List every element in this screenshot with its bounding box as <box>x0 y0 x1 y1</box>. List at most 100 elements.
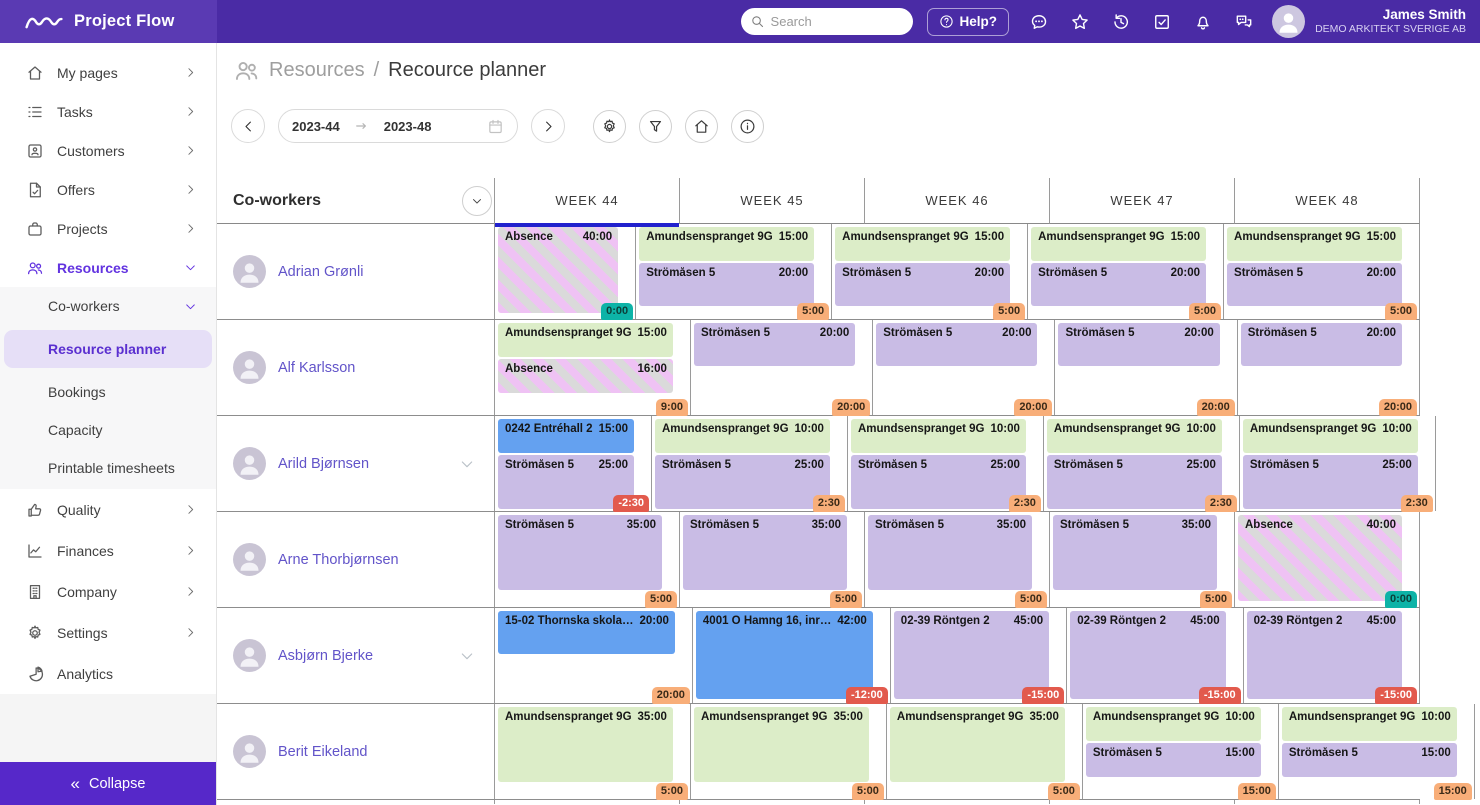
notifications-bell-icon[interactable] <box>1193 12 1213 32</box>
booking-block[interactable]: Absence 40:00 <box>498 227 619 313</box>
planner-week-cell[interactable]: 02-39 Röntgen 2 45:00 -15:00 <box>889 608 1066 704</box>
booking-block[interactable]: Strömåsen 5 25:00 <box>1242 455 1418 509</box>
planner-week-cell[interactable]: Absence 40:00 0:00 <box>1234 512 1420 608</box>
booking-block[interactable]: Strömåsen 5 35:00 <box>683 515 847 590</box>
booking-block[interactable]: 0242 Entréhall 2 15:00 <box>498 419 634 453</box>
sidebar-item-resource-planner[interactable]: Resource planner <box>4 330 212 368</box>
planner-week-cell[interactable]: Amundsenspranget 9G 35:00 5:00 <box>494 704 690 800</box>
booking-block[interactable]: Amundsenspranget 9G 10:00 <box>1085 707 1261 741</box>
booking-block[interactable]: Amundsenspranget 9G 35:00 <box>889 707 1065 782</box>
planner-week-cell[interactable]: Amundsenspranget 9G 10:00 Strömåsen 5 25:00… <box>651 416 847 512</box>
sidebar-item-printable-timesheets[interactable]: Printable timesheets <box>0 449 216 487</box>
planner-week-cell[interactable]: Amundsenspranget 9G 15:00 Strömåsen 5 20:00… <box>635 224 831 320</box>
planner-week-cell[interactable]: 02-39 Röntgen 2 45:00 -15:00 <box>1066 608 1242 704</box>
user-avatar[interactable] <box>1272 5 1306 38</box>
booking-block[interactable]: Amundsenspranget 9G 35:00 <box>498 707 673 782</box>
coworker-name-link[interactable]: Adrian Grønli <box>278 263 364 280</box>
sidebar-item-projects[interactable]: Projects <box>0 209 216 248</box>
coworker-name-link[interactable]: Arild Bjørnsen <box>278 455 370 472</box>
booking-block[interactable]: Amundsenspranget 9G 15:00 <box>1227 227 1402 261</box>
help-button[interactable]: Help? <box>926 7 1010 36</box>
app-logo[interactable]: Project Flow <box>0 0 217 43</box>
coworker-name-link[interactable]: Alf Karlsson <box>278 359 356 376</box>
booking-block[interactable]: Absence 40:00 <box>1238 515 1402 601</box>
coworker-name-link[interactable]: Arne Thorbjørnsen <box>278 551 399 568</box>
sidebar-item-company[interactable]: Company <box>0 571 216 612</box>
week-from-value[interactable]: 2023-44 <box>292 118 340 134</box>
planner-week-cell[interactable]: Strömåsen 5 20:00 20:00 <box>689 320 872 416</box>
favorites-star-icon[interactable] <box>1070 12 1090 32</box>
booking-block[interactable]: Strömåsen 5 35:00 <box>498 515 662 590</box>
sidebar-item-offers[interactable]: Offers <box>0 170 216 209</box>
sidebar-item-quality[interactable]: Quality <box>0 489 216 530</box>
planner-week-cell[interactable]: Amundsenspranget 9G 15:00 Strömåsen 5 20:00… <box>1223 224 1420 320</box>
week-range-picker[interactable]: 2023-44 2023-48 <box>278 109 518 143</box>
search-input[interactable] <box>740 8 913 35</box>
booking-block[interactable]: Amundsenspranget 9G 10:00 <box>1281 707 1457 741</box>
previous-week-button[interactable] <box>231 109 265 143</box>
booking-block[interactable]: Strömåsen 5 20:00 <box>1240 323 1403 366</box>
sidebar-item-co-workers[interactable]: Co-workers <box>0 287 216 325</box>
planner-week-cell[interactable]: Strömåsen 5 35:00 5:00 <box>679 512 864 608</box>
planner-week-cell[interactable]: Amundsenspranget 9G 10:00 Strömåsen 5 25:00… <box>1238 416 1436 512</box>
planner-week-cell[interactable]: Strömåsen 5 20:00 20:00 <box>872 320 1054 416</box>
booking-block[interactable]: Amundsenspranget 9G 15:00 <box>835 227 1011 261</box>
planner-week-cell[interactable]: Strömåsen 5 20:00 20:00 <box>1054 320 1236 416</box>
sidebar-collapse-button[interactable]: « Collapse <box>0 762 216 805</box>
sidebar-item-bookings[interactable]: Bookings <box>0 373 216 411</box>
booking-block[interactable]: Strömåsen 5 20:00 <box>1058 323 1220 366</box>
planner-week-cell[interactable]: Amundsenspranget 9G 15:00 Absence 16:00 9:00 <box>494 320 690 416</box>
booking-block[interactable]: Amundsenspranget 9G 35:00 <box>693 707 869 782</box>
sidebar-item-settings[interactable]: Settings <box>0 612 216 653</box>
sidebar-item-capacity[interactable]: Capacity <box>0 411 216 449</box>
planner-week-cell[interactable]: Amundsenspranget 9G 10:00 Strömåsen 5 15:00… <box>1277 704 1475 800</box>
planner-week-cell[interactable]: Amundsenspranget 9G 15:00 Strömåsen 5 20:00… <box>831 224 1027 320</box>
planner-week-cell[interactable]: Amundsenspranget 9G 35:00 5:00 <box>689 704 886 800</box>
breadcrumb-section[interactable]: Resources <box>269 59 365 81</box>
filter-button[interactable] <box>639 109 672 143</box>
planner-week-cell[interactable]: Strömåsen 5 35:00 5:00 <box>494 512 679 608</box>
planner-week-cell[interactable]: 0242 Entréhall 2 15:00 Strömåsen 5 25:00 -2:… <box>494 416 651 512</box>
booking-block[interactable]: Strömåsen 5 20:00 <box>1031 263 1207 306</box>
user-info[interactable]: James Smith DEMO ARKITEKT SVERIGE AB <box>1315 7 1466 37</box>
sidebar-item-finances[interactable]: Finances <box>0 530 216 571</box>
booking-block[interactable]: Strömåsen 5 20:00 <box>639 263 815 306</box>
messages-icon[interactable] <box>1234 12 1254 32</box>
planner-week-cell[interactable]: Amundsenspranget 9G 10:00 Strömåsen 5 25:00… <box>846 416 1043 512</box>
planner-week-cell[interactable]: 02-39 Röntgen 2 45:00 -15:00 <box>1242 608 1421 704</box>
booking-block[interactable]: Strömåsen 5 15:00 <box>1281 743 1457 777</box>
feedback-icon[interactable] <box>1029 12 1049 32</box>
booking-block[interactable]: Strömåsen 5 25:00 <box>655 455 830 509</box>
collapse-rows-button[interactable] <box>462 185 492 216</box>
history-icon[interactable] <box>1111 12 1131 32</box>
week-to-value[interactable]: 2023-48 <box>383 118 432 134</box>
planner-week-cell[interactable]: Amundsenspranget 9G 15:00 Strömåsen 5 20:00… <box>1027 224 1223 320</box>
booking-block[interactable]: 02-39 Röntgen 2 45:00 <box>893 611 1050 699</box>
planner-week-cell[interactable]: Amundsenspranget 9G 10:00 Strömåsen 5 15:00… <box>1081 704 1278 800</box>
coworker-name-link[interactable]: Berit Eikeland <box>278 743 368 760</box>
sidebar-item-my-pages[interactable]: My pages <box>0 53 216 92</box>
planner-week-cell[interactable]: Strömåsen 5 20:00 20:00 <box>1236 320 1421 416</box>
sidebar-item-analytics[interactable]: Analytics <box>0 653 216 694</box>
booking-block[interactable]: Strömåsen 5 20:00 <box>835 263 1011 306</box>
planner-week-cell[interactable]: Absence 40:00 0:00 <box>494 224 635 320</box>
booking-block[interactable]: Amundsenspranget 9G 15:00 <box>1031 227 1207 261</box>
planner-week-cell[interactable]: Strömåsen 5 35:00 5:00 <box>1049 512 1234 608</box>
planner-week-cell[interactable]: Amundsenspranget 9G 35:00 5:00 <box>885 704 1082 800</box>
coworker-name-link[interactable]: Asbjørn Bjerke <box>278 647 374 664</box>
booking-block[interactable]: Amundsenspranget 9G 10:00 <box>1242 419 1418 453</box>
next-week-button[interactable] <box>531 109 565 143</box>
chevron-down-icon[interactable] <box>459 648 475 664</box>
booking-block[interactable]: Amundsenspranget 9G 15:00 <box>498 323 673 357</box>
chevron-down-icon[interactable] <box>459 456 475 472</box>
booking-block[interactable]: Strömåsen 5 25:00 <box>850 455 1026 509</box>
booking-block[interactable]: Strömåsen 5 20:00 <box>876 323 1038 366</box>
sidebar-item-resources[interactable]: Resources <box>0 248 216 287</box>
booking-block[interactable]: Strömåsen 5 15:00 <box>1085 743 1261 777</box>
booking-block[interactable]: Strömåsen 5 25:00 <box>498 455 634 509</box>
planner-week-cell[interactable]: 4001 Ö Hamng 16, inr… 42:00 -12:00 <box>691 608 890 704</box>
planner-week-cell[interactable]: 15-02 Thornska skola… 20:00 20:00 <box>494 608 692 704</box>
booking-block[interactable]: Strömåsen 5 20:00 <box>693 323 856 366</box>
sidebar-item-tasks[interactable]: Tasks <box>0 92 216 131</box>
booking-block[interactable]: Amundsenspranget 9G 15:00 <box>639 227 815 261</box>
